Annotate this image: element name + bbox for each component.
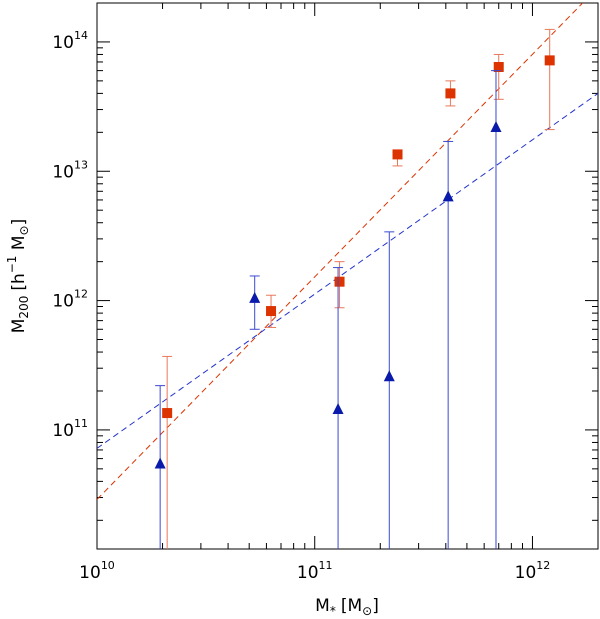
data-point-square	[392, 149, 403, 160]
y-tick-label-base: 10	[52, 292, 74, 312]
y-tick-label-base: 10	[52, 33, 74, 53]
x-axis-title-unit: [M	[341, 596, 362, 616]
y-tick-label: 1011	[52, 417, 88, 441]
data-point-triangle	[154, 457, 166, 469]
data-point-triangle	[442, 190, 454, 202]
x-axis-title-sub: *	[330, 604, 336, 618]
data-point-square	[334, 276, 345, 287]
y-tick-label-exp: 13	[74, 158, 88, 171]
x-axis-title: M* [M⊙]	[315, 596, 379, 618]
data-point-triangle	[383, 370, 395, 382]
x-axis-title-main: M	[315, 596, 330, 616]
data-point-triangle	[332, 403, 344, 415]
y-tick-label-exp: 11	[74, 417, 88, 430]
data-point-square	[493, 61, 504, 72]
y-tick-label: 1013	[52, 158, 88, 182]
data-point-square	[162, 408, 173, 419]
fit-line	[97, 92, 598, 449]
x-tick-label-exp: 11	[319, 559, 333, 572]
data-point-square	[544, 55, 555, 66]
x-tick-label-exp: 12	[536, 559, 550, 572]
x-tick-label-base: 10	[515, 563, 537, 583]
fit-lines	[97, 3, 598, 500]
data-point-square	[266, 306, 277, 317]
fit-line	[97, 3, 583, 500]
x-tick-label-exp: 10	[101, 559, 115, 572]
x-tick-label-base: 10	[297, 563, 319, 583]
y-axis-title-close: ]	[9, 219, 29, 226]
x-tick-label-base: 10	[79, 563, 101, 583]
data-point-triangle	[249, 291, 261, 303]
x-axis-title-unit-sub: ⊙	[362, 604, 372, 618]
y-tick-label: 1014	[52, 29, 88, 53]
y-axis-title-unit: [h	[9, 273, 29, 290]
plot-frame	[96, 2, 599, 550]
y-tick-label-exp: 14	[74, 29, 88, 42]
x-axis-title-close: ]	[372, 596, 379, 616]
y-axis-title-sub: 200	[17, 296, 31, 319]
y-axis-title-unit2: M	[9, 235, 29, 255]
x-tick-label: 1010	[79, 559, 115, 583]
y-tick-label: 1012	[52, 288, 88, 312]
y-axis-title-unit-sub: ⊙	[17, 225, 31, 235]
y-axis-title-main: M	[9, 319, 29, 334]
x-tick-label: 1011	[297, 559, 333, 583]
axis-ticks	[96, 2, 599, 549]
y-axis-title-exp: −1	[5, 256, 19, 274]
x-tick-label: 1012	[515, 559, 551, 583]
y-tick-label-base: 10	[52, 162, 74, 182]
data-points	[154, 28, 555, 549]
data-point-triangle	[490, 120, 502, 132]
y-tick-label-exp: 12	[74, 288, 88, 301]
y-tick-label-base: 10	[52, 421, 74, 441]
y-axis-title: M200[h−1 M⊙]	[5, 219, 31, 333]
data-point-square	[445, 88, 456, 99]
